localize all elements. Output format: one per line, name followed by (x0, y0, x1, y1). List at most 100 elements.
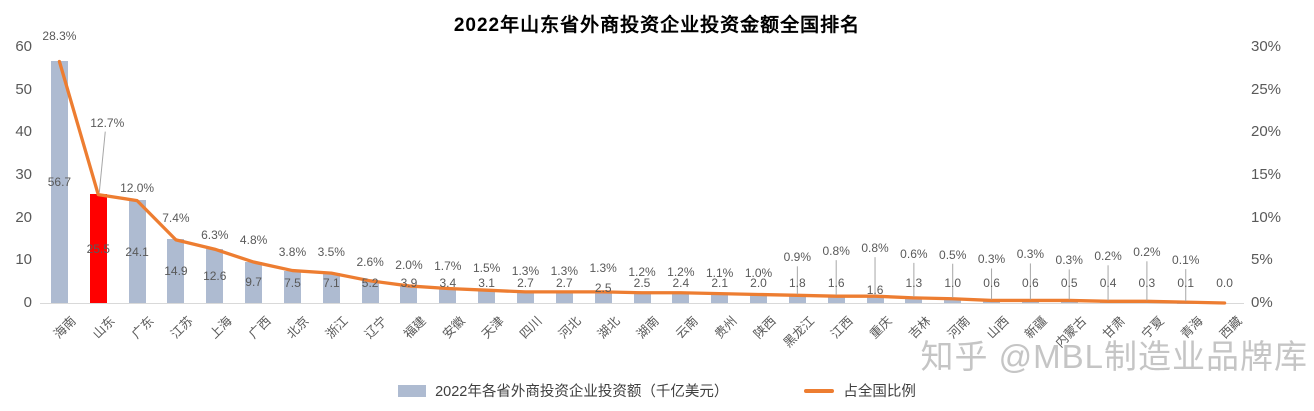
bar (788, 295, 806, 303)
bar-value-label: 1.6 (866, 283, 884, 297)
bar-value-label: 0.6 (983, 276, 1000, 290)
chart-title: 2022年山东省外商投资企业投资金额全国排名 (453, 15, 861, 36)
label-leader-line (98, 131, 106, 193)
legend-bar-label: 2022年各省外商投资企业投资额（千亿美元） (435, 384, 729, 400)
bar (866, 296, 884, 303)
percent-label: 7.4% (162, 210, 190, 225)
line-series-swatch (804, 388, 835, 393)
bar-value-label: 9.7 (245, 275, 262, 290)
percent-label: 1.0% (744, 266, 773, 281)
percent-label: 3.8% (278, 244, 307, 259)
bar (206, 249, 224, 303)
percent-label: 0.2% (1094, 249, 1122, 264)
legend-item-bars: 2022年各省外商投资企业投资额（千亿美元） (398, 380, 728, 401)
percent-label: 0.6% (900, 246, 928, 261)
bar (827, 296, 845, 303)
bar (245, 261, 263, 303)
bar-value-label: 12.6 (203, 269, 227, 284)
left-axis-tick: 0 (23, 294, 32, 311)
bar (711, 294, 729, 303)
bar-value-label: 2.7 (555, 276, 573, 290)
bar-value-label: 0.6 (1022, 276, 1039, 290)
bar-value-label: 3.1 (478, 276, 495, 290)
bar (594, 292, 612, 303)
percent-label: 1.3% (511, 263, 540, 278)
bar (50, 61, 68, 303)
bar-value-label: 5.2 (361, 276, 379, 290)
percent-label: 6.3% (201, 228, 229, 243)
ratio-line (57, 59, 1227, 305)
bar (167, 239, 185, 303)
bar-value-label: 0.0 (1216, 276, 1233, 290)
percent-label: 0.3% (1055, 253, 1083, 268)
bar (439, 288, 457, 303)
percent-label: 0.9% (783, 250, 812, 265)
right-axis-tick: 15% (1251, 166, 1282, 183)
bar-value-label: 3.9 (400, 276, 418, 290)
percent-label: 1.3% (550, 263, 578, 278)
left-axis-tick: 20 (15, 208, 32, 226)
percent-label: 12.0% (120, 180, 155, 195)
bar (361, 280, 379, 303)
percent-label: 1.2% (628, 264, 656, 279)
percent-label: 0.2% (1133, 245, 1161, 260)
left-axis-tick: 10 (15, 251, 32, 269)
bar-value-label: 2.7 (517, 276, 534, 290)
bar-value-label: 1.3 (905, 276, 923, 290)
bar (944, 298, 962, 303)
percent-label: 4.8% (239, 233, 268, 248)
right-axis-tick: 30% (1251, 38, 1282, 55)
right-axis-tick: 0% (1251, 294, 1273, 311)
percent-label: 0.1% (1172, 253, 1200, 268)
left-axis-tick: 60 (15, 38, 32, 55)
bar-value-label: 2.4 (672, 276, 690, 290)
bar-value-label: 2.0 (750, 276, 767, 290)
bar (478, 289, 496, 303)
bar-value-label: 25.5 (86, 241, 110, 256)
bar-value-label: 1.6 (827, 276, 845, 290)
bar-value-label: 56.7 (47, 175, 72, 190)
right-axis-tick: 5% (1251, 251, 1273, 269)
percent-label: 2.6% (356, 254, 384, 269)
bar (633, 292, 651, 303)
bar-value-label: 2.1 (711, 276, 729, 290)
bar (750, 294, 768, 303)
watermark: 知乎 @MBL制造业品牌库 (920, 338, 1308, 375)
bar-value-label: 2.5 (633, 276, 651, 290)
percent-label: 0.3% (1016, 247, 1045, 262)
left-axis-tick: 50 (15, 80, 32, 98)
bar-value-label: 14.9 (164, 264, 188, 279)
right-axis-tick: 25% (1251, 80, 1282, 98)
percent-label: 0.5% (939, 247, 967, 262)
left-axis-tick: 40 (15, 123, 32, 141)
bar (400, 286, 418, 303)
bar (128, 200, 146, 303)
percent-label: 1.2% (667, 264, 695, 279)
bar (516, 291, 534, 303)
bar-value-label: 1.8 (789, 276, 806, 290)
right-axis-tick: 20% (1251, 123, 1282, 141)
bar-value-label: 0.4 (1099, 276, 1117, 290)
bar (283, 271, 301, 303)
bar (89, 194, 107, 303)
bar-series-swatch (398, 384, 427, 397)
percent-label: 12.7% (90, 115, 125, 130)
bar-value-label: 0.1 (1177, 276, 1195, 290)
bar (672, 292, 690, 303)
percent-label: 1.7% (434, 259, 462, 274)
percent-label: 3.5% (317, 245, 345, 260)
percent-label: 1.5% (472, 261, 501, 276)
legend-line-label: 占全国比例 (843, 384, 916, 400)
bar-value-label: 0.3 (1138, 276, 1156, 290)
bar-value-label: 0.5 (1060, 276, 1078, 290)
bar (905, 297, 923, 303)
bar-value-label: 1.0 (944, 276, 962, 290)
legend-item-line: 占全国比例 (804, 380, 916, 401)
bar-value-label: 3.4 (439, 276, 457, 290)
bar-value-label: 24.1 (125, 244, 149, 259)
bar-value-label: 7.1 (322, 276, 340, 290)
legend: 2022年各省外商投资企业投资额（千亿美元） 占全国比例 (0, 380, 1314, 401)
percent-label: 1.3% (589, 260, 617, 275)
